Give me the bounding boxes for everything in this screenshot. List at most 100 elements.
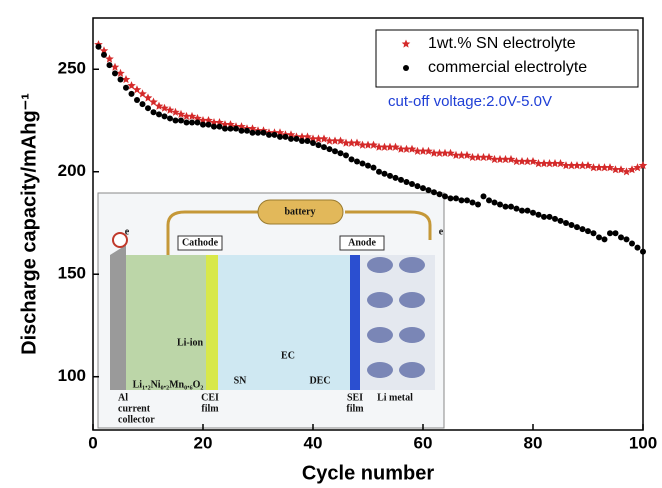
dot-point	[354, 158, 360, 164]
dot-point	[398, 177, 404, 183]
star-point	[485, 153, 494, 161]
inset-label: Li₁.₂Ni₀.₂Mn₀.₆O₂	[133, 379, 204, 390]
star-point	[424, 147, 433, 155]
dot-point	[134, 97, 140, 103]
dot-point	[508, 204, 514, 210]
legend-label: 1wt.% SN electrolyte	[428, 35, 576, 52]
dot-point	[547, 214, 553, 220]
dot-point	[629, 240, 635, 246]
star-point	[584, 161, 593, 169]
dot-point	[244, 128, 250, 134]
dot-point	[360, 161, 366, 167]
star-point	[606, 163, 615, 171]
legend-marker	[403, 65, 409, 71]
dot-point	[481, 193, 487, 199]
inset-label: collector	[118, 414, 155, 425]
dot-point	[228, 126, 234, 132]
dot-point	[195, 120, 201, 126]
inset-label: current	[118, 403, 151, 414]
dot-point	[596, 234, 602, 240]
dot-point	[613, 230, 619, 236]
star-point	[369, 141, 378, 149]
star-point	[144, 93, 153, 101]
chart: Cycle number Discharge capacity/mAhg⁻¹ b…	[0, 0, 662, 488]
dot-point	[123, 85, 129, 91]
star-point	[336, 137, 345, 145]
dot-point	[184, 120, 190, 126]
dot-point	[459, 197, 465, 203]
x-tick-label: 100	[629, 433, 657, 452]
dot-point	[118, 76, 124, 82]
dot-point	[206, 122, 212, 128]
dot-point	[376, 169, 382, 175]
dot-point	[525, 208, 531, 214]
inset-label: SEI	[347, 392, 363, 403]
inset-label: EC	[281, 350, 295, 361]
dot-point	[145, 105, 151, 111]
dot-point	[497, 202, 503, 208]
dot-point	[283, 134, 289, 140]
inset-label: Li metal	[377, 392, 413, 403]
dot-point	[492, 199, 498, 205]
inset-label: DEC	[309, 375, 330, 386]
star-point	[507, 155, 516, 163]
dot-point	[415, 183, 421, 189]
star-point	[556, 159, 565, 167]
inset-label: e	[439, 226, 444, 237]
dot-point	[299, 138, 305, 144]
star-point	[188, 112, 197, 120]
dot-point	[332, 148, 338, 154]
star-point	[391, 143, 400, 151]
inset-label: Li-ion	[177, 337, 204, 348]
dot-point	[327, 146, 333, 152]
inset-label: SN	[234, 375, 248, 386]
inset-label: battery	[284, 206, 315, 217]
dot-point	[563, 220, 569, 226]
dot-point	[431, 189, 437, 195]
star-point	[446, 149, 455, 157]
dot-point	[310, 140, 316, 146]
dot-point	[442, 193, 448, 199]
dot-point	[233, 126, 239, 132]
dot-point	[250, 130, 256, 136]
star-point	[353, 139, 362, 147]
dot-point	[112, 70, 118, 76]
annotation: cut-off voltage:2.0V-5.0V	[388, 93, 552, 110]
dot-point	[101, 52, 107, 58]
dot-point	[519, 208, 525, 214]
dot-point	[558, 218, 564, 224]
x-tick-label: 60	[414, 433, 433, 452]
y-tick-label: 100	[58, 366, 86, 385]
inset-label: e	[125, 226, 130, 237]
y-tick-label: 150	[58, 264, 86, 283]
dot-point	[486, 197, 492, 203]
dot-point	[503, 204, 509, 210]
star-point	[320, 134, 329, 142]
dot-point	[343, 152, 349, 158]
star-point	[155, 102, 164, 110]
dot-point	[541, 214, 547, 220]
dot-point	[580, 226, 586, 232]
dot-point	[200, 122, 206, 128]
dot-point	[338, 150, 344, 156]
dot-point	[321, 144, 327, 150]
dot-point	[156, 111, 162, 117]
dot-point	[552, 216, 558, 222]
dot-point	[151, 109, 157, 115]
dot-point	[189, 120, 195, 126]
dot-point	[349, 156, 355, 162]
dot-point	[453, 195, 459, 201]
dot-point	[316, 142, 322, 148]
x-tick-label: 80	[524, 433, 543, 452]
dot-point	[602, 236, 608, 242]
dot-point	[305, 138, 311, 144]
dot-point	[574, 224, 580, 230]
dot-point	[426, 187, 432, 193]
dot-point	[266, 132, 272, 138]
dot-point	[371, 165, 377, 171]
inset-label: film	[201, 403, 219, 414]
dot-point	[437, 191, 443, 197]
y-axis-label: Discharge capacity/mAhg⁻¹	[18, 93, 40, 355]
dot-point	[470, 199, 476, 205]
star-point	[138, 89, 147, 97]
